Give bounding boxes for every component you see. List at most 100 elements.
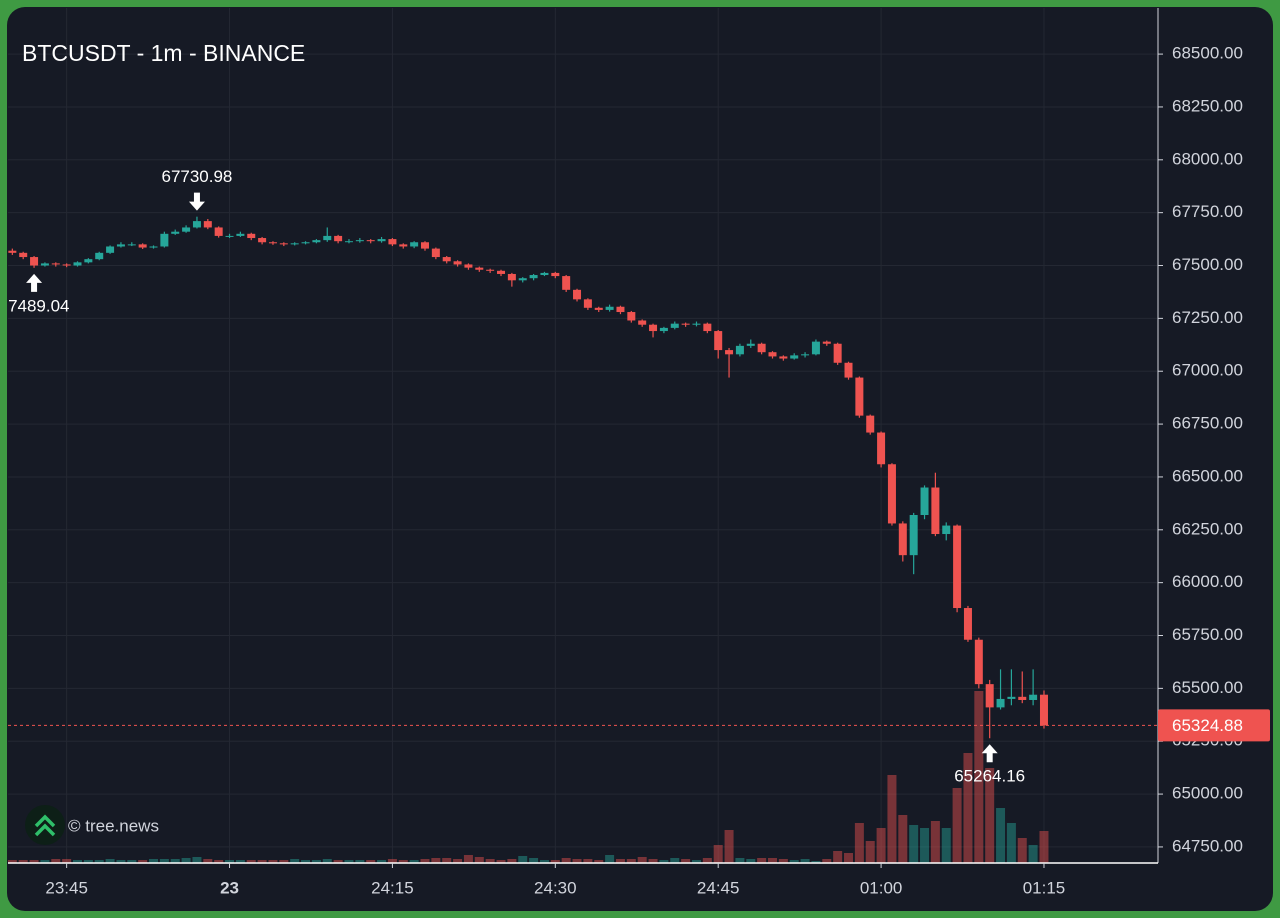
- volume-bar: [778, 859, 788, 863]
- candle-body: [19, 252, 28, 258]
- volume-bar: [626, 859, 636, 863]
- y-tick-label: 68500.00: [1172, 44, 1243, 63]
- volume-bar: [51, 859, 61, 863]
- volume-bar: [344, 860, 354, 863]
- volume-bar: [1039, 831, 1049, 863]
- annotation-label: 65264.16: [954, 767, 1025, 786]
- candle-body: [659, 327, 668, 332]
- candle-body: [344, 241, 353, 243]
- y-tick-label: 64750.00: [1172, 836, 1243, 855]
- annotation-label: 67489.04: [0, 296, 70, 315]
- volume-bar: [974, 691, 984, 863]
- volume-bar: [963, 753, 973, 863]
- candle-body: [616, 306, 625, 313]
- candle-body: [877, 432, 886, 465]
- candle-body: [963, 608, 972, 640]
- candle-body: [898, 523, 907, 556]
- candle-body: [171, 231, 180, 234]
- candle-body: [790, 355, 799, 359]
- volume-bar: [333, 860, 343, 863]
- y-tick-label: 65750.00: [1172, 625, 1243, 644]
- candle-body: [366, 240, 375, 242]
- volume-bar: [996, 808, 1006, 863]
- candle-body: [30, 257, 39, 266]
- y-tick-label: 66500.00: [1172, 466, 1243, 485]
- volume-bar: [985, 768, 995, 863]
- candle-body: [442, 257, 451, 262]
- candle-body: [497, 270, 506, 274]
- candle-body: [909, 514, 918, 556]
- candle-body: [931, 487, 940, 535]
- candle-body: [1018, 696, 1027, 700]
- candle-body: [431, 248, 440, 258]
- candle-body: [323, 235, 332, 241]
- candle-body: [51, 263, 60, 265]
- volume-bar: [789, 860, 799, 863]
- candle-body: [974, 639, 983, 685]
- candle-body: [464, 264, 473, 268]
- candle-body: [453, 261, 462, 265]
- candle-body: [562, 276, 571, 290]
- annotation-label: 67730.98: [161, 167, 232, 186]
- candle-body: [725, 350, 734, 355]
- candle-body: [594, 307, 603, 310]
- volume-bar: [1028, 845, 1038, 863]
- volume-bar: [539, 860, 549, 863]
- volume-bar: [170, 859, 180, 863]
- candle-body: [844, 362, 853, 378]
- volume-bar: [844, 853, 854, 863]
- candle-body: [714, 331, 723, 351]
- last-price-box: [1158, 709, 1270, 742]
- candle-body: [290, 243, 299, 245]
- candle-body: [62, 264, 71, 266]
- volume-bar: [681, 859, 691, 863]
- candle-body: [138, 244, 147, 248]
- x-tick-label: 01:15: [1023, 878, 1066, 897]
- volume-bar: [246, 860, 256, 863]
- candle-body: [540, 272, 549, 276]
- volume-bar: [18, 860, 28, 863]
- x-tick-label: 23:45: [45, 878, 88, 897]
- volume-bar: [767, 858, 777, 863]
- volume-bar: [62, 859, 72, 863]
- candle-body: [160, 233, 169, 247]
- y-tick-label: 65500.00: [1172, 678, 1243, 697]
- candle-body: [757, 343, 766, 353]
- candle-body: [116, 244, 125, 247]
- candle-body: [942, 525, 951, 535]
- volume-bar: [235, 860, 245, 863]
- candle-body: [355, 240, 364, 242]
- volume-bar: [637, 857, 647, 863]
- volume-bar: [442, 858, 452, 863]
- volume-bar: [311, 860, 321, 863]
- candle-body: [127, 244, 136, 246]
- candle-body: [833, 343, 842, 363]
- volume-bar: [941, 828, 951, 863]
- volume-bar: [757, 858, 767, 863]
- candle-body: [822, 341, 831, 344]
- volume-bar: [865, 841, 875, 863]
- volume-bar: [876, 828, 886, 863]
- volume-bar: [496, 860, 506, 863]
- candle-body: [247, 233, 256, 239]
- candle-body: [301, 242, 310, 244]
- volume-bar: [854, 823, 864, 863]
- candle-body: [258, 238, 267, 243]
- volume-bar: [833, 851, 843, 863]
- watermark-text: © tree.news: [68, 816, 159, 835]
- volume-bar: [377, 860, 387, 863]
- volume-bar: [691, 860, 701, 863]
- candle-body: [40, 263, 49, 266]
- volume-bar: [615, 859, 625, 863]
- candle-body: [95, 252, 104, 260]
- volume-bar: [952, 788, 962, 863]
- candle-body: [801, 354, 810, 356]
- volume-bar: [420, 859, 430, 863]
- volume-bar: [127, 860, 137, 863]
- y-tick-label: 65000.00: [1172, 784, 1243, 803]
- candle-body: [953, 525, 962, 609]
- y-tick-label: 67500.00: [1172, 255, 1243, 274]
- x-tick-label: 23: [220, 878, 239, 897]
- volume-bar: [474, 857, 484, 863]
- annotation-arrow: [26, 273, 43, 292]
